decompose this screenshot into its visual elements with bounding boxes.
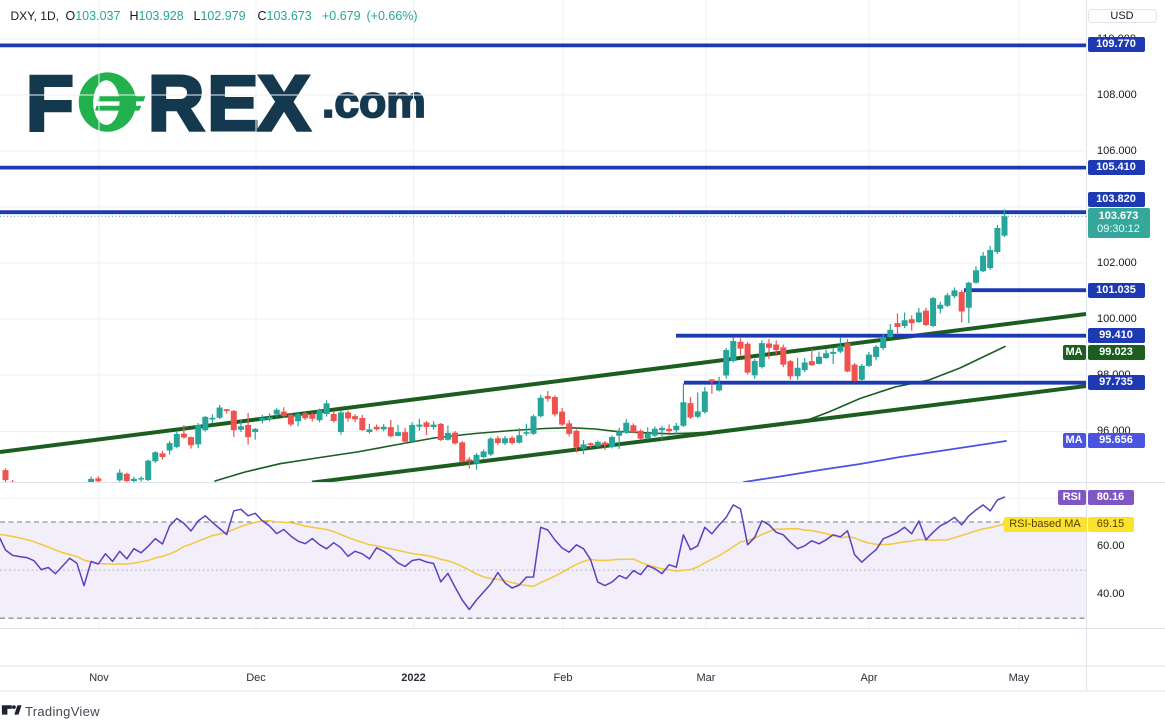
svg-text:R: R (148, 59, 204, 147)
svg-text:F: F (26, 59, 74, 147)
svg-text:X: X (258, 59, 310, 147)
svg-text:E: E (207, 59, 259, 147)
svg-text:.com: .com (322, 78, 426, 127)
